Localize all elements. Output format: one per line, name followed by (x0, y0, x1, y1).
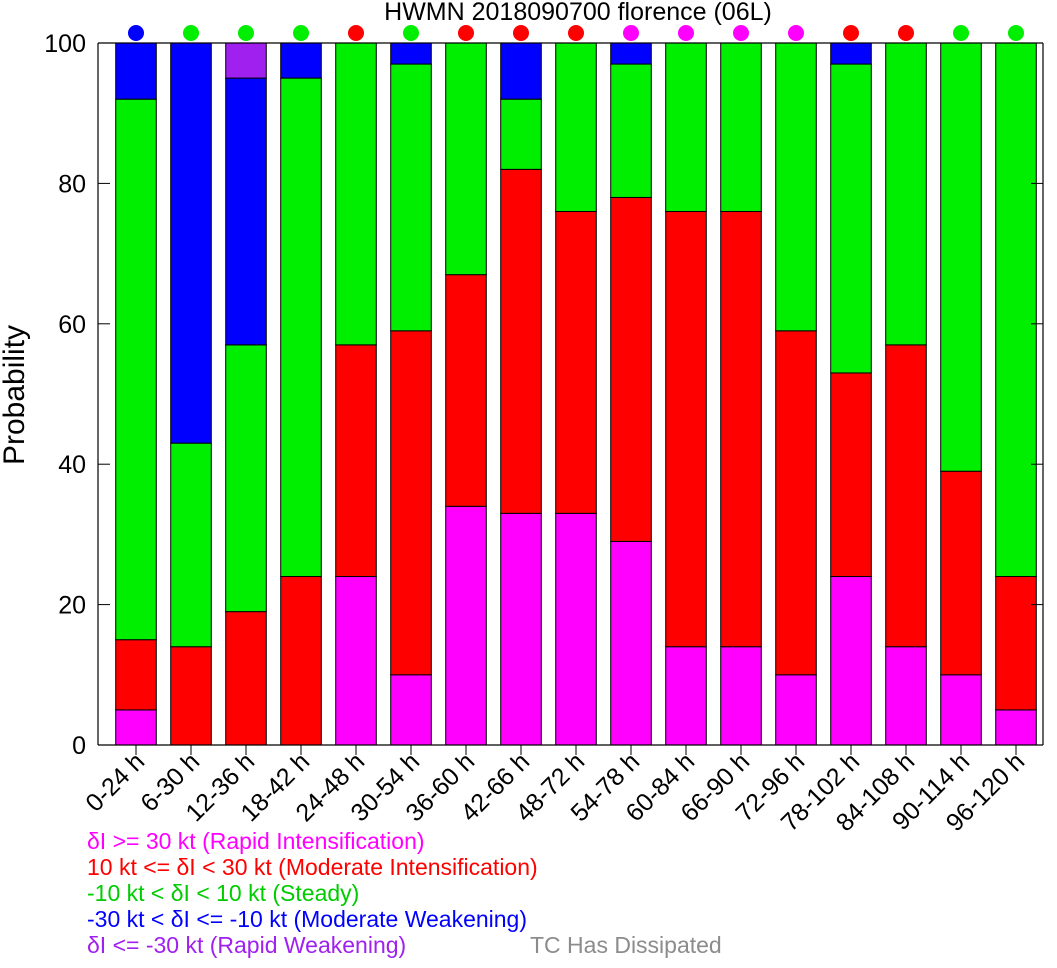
top-marker-16 (1008, 25, 1024, 41)
bar-segment-78-102h-s3 (830, 42, 872, 65)
bar-segment-66-90h-s1 (720, 210, 762, 648)
top-marker-13 (843, 25, 859, 41)
bar-segment-48-72h-s2 (555, 42, 597, 212)
bar-segment-54-78h-s3 (610, 42, 652, 65)
top-marker-12 (788, 25, 804, 41)
top-marker-15 (953, 25, 969, 41)
y-axis-label: Probability (0, 325, 31, 465)
bar-segment-36-60h-s1 (445, 274, 487, 507)
bar-segment-66-90h-s2 (720, 42, 762, 212)
legend-entry-3: -30 kt < δI <= -10 kt (Moderate Weakenin… (87, 906, 528, 932)
bar-segment-36-60h-s0 (445, 505, 487, 746)
bar-segment-24-48h-s0 (335, 576, 377, 746)
bar-segment-0-24h-s1 (115, 639, 157, 711)
bar-segment-0-24h-s2 (115, 98, 157, 641)
bar-segment-24-48h-s1 (335, 344, 377, 578)
top-marker-8 (568, 25, 584, 41)
top-marker-1 (183, 25, 199, 41)
chart-title: HWMN 2018090700 florence (06L) (384, 0, 772, 26)
bars-layer (115, 42, 1037, 746)
bar-segment-54-78h-s2 (610, 63, 652, 198)
ytick-label-80: 80 (58, 170, 86, 198)
bar-segment-12-36h-s4 (225, 42, 267, 79)
bar-segment-48-72h-s1 (555, 210, 597, 514)
bar-segment-18-42h-s2 (280, 77, 322, 578)
ytick-label-0: 0 (72, 732, 86, 760)
top-marker-10 (678, 25, 694, 41)
ytick-label-100: 100 (44, 30, 86, 58)
bar-segment-84-108h-s0 (885, 646, 927, 746)
bar-segment-78-102h-s2 (830, 63, 872, 374)
bar-segment-84-108h-s1 (885, 344, 927, 648)
bar-segment-96-120h-s2 (995, 42, 1037, 578)
dissipated-note: TC Has Dissipated (530, 932, 722, 958)
legend-entry-4: δI <= -30 kt (Rapid Weakening) (87, 932, 407, 958)
bar-segment-54-78h-s1 (610, 196, 652, 542)
bar-segment-30-54h-s0 (390, 674, 432, 746)
bar-segment-60-84h-s2 (665, 42, 707, 212)
bar-segment-60-84h-s1 (665, 210, 707, 648)
bar-segment-96-120h-s1 (995, 576, 1037, 711)
top-marker-4 (348, 25, 364, 41)
bar-segment-66-90h-s0 (720, 646, 762, 746)
xtick-label-0-24h: 0-24 h (80, 747, 150, 817)
bar-segment-72-96h-s1 (775, 330, 817, 676)
bar-segment-54-78h-s0 (610, 540, 652, 746)
bar-segment-24-48h-s2 (335, 42, 377, 346)
bar-segment-78-102h-s1 (830, 372, 872, 578)
bar-segment-30-54h-s3 (390, 42, 432, 65)
y-ticks-layer: 0 20 40 60 80 100 (44, 30, 1043, 760)
bar-segment-42-66h-s1 (500, 168, 542, 514)
top-marker-0 (128, 25, 144, 41)
x-ticks-layer: 0-24 h6-30 h12-36 h18-42 h24-48 h30-54 h… (80, 745, 1030, 837)
bar-segment-36-60h-s2 (445, 42, 487, 276)
top-markers-layer (128, 25, 1024, 41)
top-marker-6 (458, 25, 474, 41)
bar-segment-18-42h-s3 (280, 42, 322, 79)
legend: δI >= 30 kt (Rapid Intensification) 10 kt… (87, 828, 538, 958)
bar-segment-72-96h-s0 (775, 674, 817, 746)
axes-layer (97, 42, 1044, 746)
bar-segment-6-30h-s2 (170, 442, 212, 648)
ytick-label-20: 20 (58, 592, 86, 620)
bar-segment-12-36h-s2 (225, 344, 267, 613)
bar-segment-6-30h-s3 (170, 42, 212, 444)
bar-segment-90-114h-s1 (940, 470, 982, 676)
bar-segment-30-54h-s1 (390, 330, 432, 676)
bar-segment-6-30h-s1 (170, 646, 212, 746)
legend-entry-0: δI >= 30 kt (Rapid Intensification) (87, 828, 425, 854)
bar-segment-42-66h-s3 (500, 42, 542, 100)
top-marker-7 (513, 25, 529, 41)
bar-segment-12-36h-s3 (225, 77, 267, 346)
bar-segment-90-114h-s0 (940, 674, 982, 746)
bar-segment-90-114h-s2 (940, 42, 982, 472)
bar-segment-12-36h-s1 (225, 611, 267, 746)
ytick-label-60: 60 (58, 311, 86, 339)
legend-entry-2: -10 kt < δI < 10 kt (Steady) (87, 880, 360, 906)
bar-segment-96-120h-s0 (995, 709, 1037, 746)
ytick-label-40: 40 (58, 451, 86, 479)
bar-segment-48-72h-s0 (555, 512, 597, 746)
bar-segment-84-108h-s2 (885, 42, 927, 346)
bar-segment-0-24h-s0 (115, 709, 157, 746)
bar-segment-18-42h-s1 (280, 576, 322, 746)
bar-segment-60-84h-s0 (665, 646, 707, 746)
top-marker-5 (403, 25, 419, 41)
top-marker-11 (733, 25, 749, 41)
top-marker-3 (293, 25, 309, 41)
legend-entry-1: 10 kt <= δI < 30 kt (Moderate Intensific… (87, 854, 538, 880)
top-marker-9 (623, 25, 639, 41)
bar-segment-42-66h-s0 (500, 512, 542, 746)
bar-segment-42-66h-s2 (500, 98, 542, 170)
bar-segment-78-102h-s0 (830, 576, 872, 746)
bar-segment-30-54h-s2 (390, 63, 432, 332)
top-marker-14 (898, 25, 914, 41)
bar-segment-72-96h-s2 (775, 42, 817, 332)
top-marker-2 (238, 25, 254, 41)
bar-segment-0-24h-s3 (115, 42, 157, 100)
